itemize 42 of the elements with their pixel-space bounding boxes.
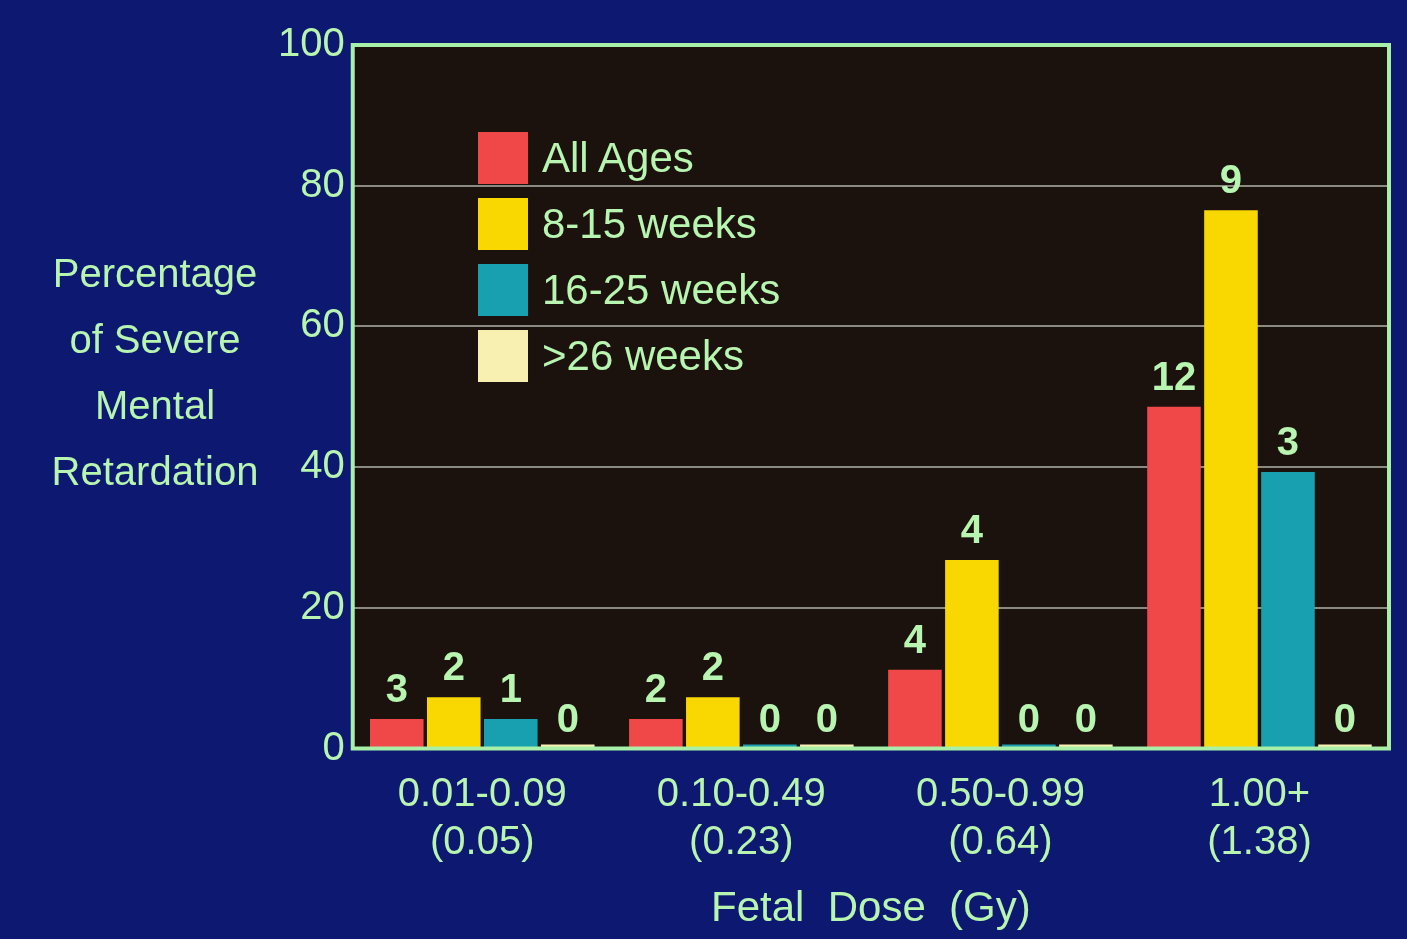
legend-label: >26 weeks (542, 332, 744, 380)
y-tick-label: 40 (300, 442, 345, 487)
y-tick-label: 0 (322, 723, 345, 768)
bar (1261, 472, 1315, 748)
y-axis-title: Percentage of Severe Mental Retardation (50, 250, 260, 495)
x-tick-label: 0.50-0.99 (0.64) (915, 769, 1085, 862)
x-tick-label: 0.01-0.09 (0.05) (397, 769, 567, 862)
x-tick-label: 1.00+ (1.38) (1207, 769, 1312, 862)
y-tick-label: 60 (300, 301, 345, 346)
bar (945, 560, 999, 748)
bar (426, 697, 481, 748)
x-tick-label: 0.10-0.49 (0.23) (656, 769, 826, 862)
annotation: 0 (815, 695, 838, 740)
annotation: 2 (644, 666, 667, 711)
annotation: 4 (960, 507, 984, 552)
annotation: 2 (701, 644, 724, 689)
legend-label: All Ages (542, 134, 694, 182)
x-axis-title: Fetal Dose (Gy) (710, 883, 1031, 931)
annotation: 2 (442, 644, 465, 689)
annotation: 12 (1151, 353, 1197, 398)
annotation: 4 (903, 616, 927, 661)
annotation: 9 (1219, 157, 1243, 202)
bar (629, 719, 683, 748)
bar (369, 719, 424, 748)
annotation: 0 (1017, 695, 1041, 740)
y-tick-label: 80 (300, 160, 345, 205)
annotation: 0 (1333, 695, 1357, 740)
y-tick-label: 20 (300, 582, 345, 627)
bar (888, 669, 942, 748)
annotation: 3 (385, 666, 408, 711)
bar (483, 719, 538, 748)
annotation: 0 (556, 695, 579, 740)
annotation: 1 (499, 666, 522, 711)
bar (1204, 210, 1258, 748)
legend-label: 8-15 weeks (542, 200, 757, 248)
bar (686, 697, 740, 748)
legend-label: 16-25 weeks (542, 266, 781, 314)
y-tick-label: 100 (277, 20, 345, 65)
annotation: 0 (758, 695, 781, 740)
annotation: 3 (1276, 419, 1300, 464)
annotation: 0 (1074, 695, 1098, 740)
bar (1147, 406, 1201, 748)
